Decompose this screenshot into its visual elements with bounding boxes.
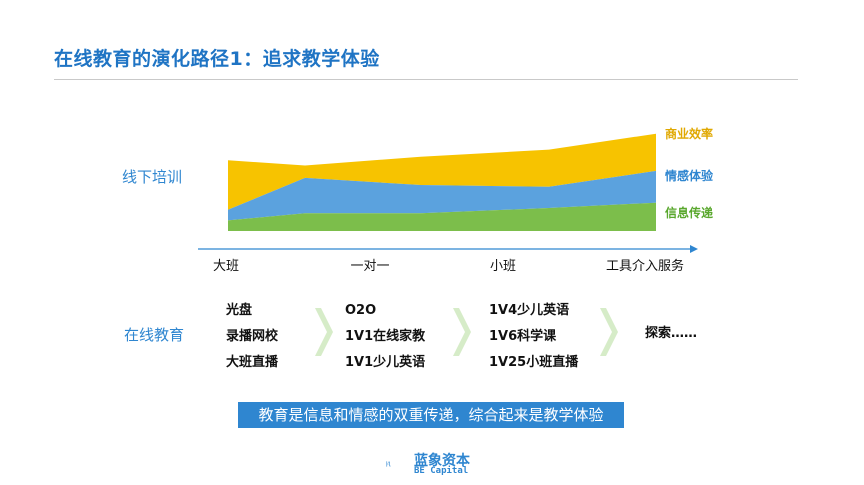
online-item: 探索……	[645, 326, 698, 341]
x-tick-label: 大班	[213, 259, 239, 274]
online-education-label: 在线教育	[124, 326, 185, 344]
area-series-商业效率	[228, 133, 656, 210]
page-title: 在线教育的演化路径1：追求教学体验	[54, 48, 380, 70]
logo-subtitle: BE Capital	[414, 466, 469, 476]
offline-training-label: 线下培训	[122, 168, 183, 186]
area-series-信息传递	[228, 202, 656, 231]
summary-banner: 教育是信息和情感的双重传递，综合起来是教学体验	[238, 402, 624, 428]
x-tick-label: 工具介入服务	[606, 258, 684, 274]
online-item: 1V4少儿英语	[489, 303, 570, 318]
x-axis-arrow-icon	[690, 245, 698, 253]
online-column-4: 探索……	[645, 321, 697, 347]
online-item: 1V25小班直播	[489, 355, 579, 370]
online-item: 光盘	[226, 303, 253, 318]
evolution-area-chart: 大班 一对一 小班 工具介入服务 信息传递 情感体验 商业效率	[198, 126, 714, 274]
x-tick-label: 小班	[490, 259, 516, 274]
title-divider	[54, 79, 798, 80]
online-column-3: 1V4少儿英语 1V6科学课 1V25小班直播	[489, 298, 578, 376]
series-label: 情感体验	[665, 168, 714, 183]
online-item: 1V6科学课	[489, 329, 557, 344]
x-tick-label: 一对一	[350, 259, 389, 274]
be-capital-logo-icon	[386, 461, 391, 467]
online-item: 大班直播	[226, 355, 279, 370]
online-item: 录播网校	[226, 329, 279, 344]
online-column-1: 光盘 录播网校 大班直播	[226, 298, 278, 376]
chevron-right-icon	[600, 308, 618, 356]
online-item: 1V1在线家教	[345, 329, 426, 344]
series-label: 信息传递	[665, 205, 713, 220]
chevron-right-icon	[315, 308, 333, 356]
online-item: 1V1少儿英语	[345, 355, 426, 370]
online-column-2: O2O 1V1在线家教 1V1少儿英语	[345, 298, 425, 376]
chevron-right-icon	[453, 308, 471, 356]
series-label: 商业效率	[665, 126, 713, 141]
online-item: O2O	[345, 303, 377, 318]
logo-name: 蓝象资本	[414, 453, 470, 469]
